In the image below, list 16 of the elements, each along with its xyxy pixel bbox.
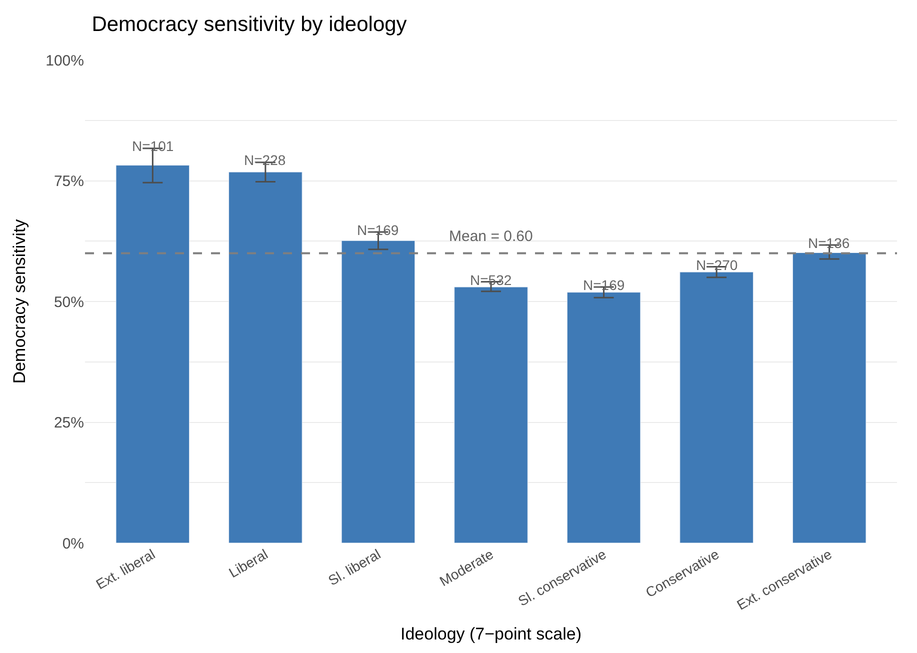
annotation: N=169 bbox=[357, 222, 399, 238]
x-axis-title: Ideology (7−point scale) bbox=[400, 624, 582, 644]
annotation: N=101 bbox=[132, 138, 174, 154]
ref-line-label: Mean = 0.60 bbox=[449, 228, 533, 245]
annotation: N=228 bbox=[244, 152, 286, 168]
annotation: N=136 bbox=[808, 235, 850, 251]
y-tick-label: 25% bbox=[54, 414, 84, 432]
y-tick-label: 100% bbox=[46, 52, 84, 70]
annotation: N=532 bbox=[470, 272, 512, 288]
y-tick-label: 75% bbox=[54, 173, 84, 190]
chart-title: Democracy sensitivity by ideology bbox=[92, 13, 408, 36]
y-tick-label: 50% bbox=[54, 294, 84, 311]
y-tick-label: 0% bbox=[62, 535, 84, 552]
annotation: N=169 bbox=[583, 277, 625, 293]
annotation: N=270 bbox=[696, 257, 738, 273]
y-axis-title: Democracy sensitivity bbox=[10, 218, 30, 384]
